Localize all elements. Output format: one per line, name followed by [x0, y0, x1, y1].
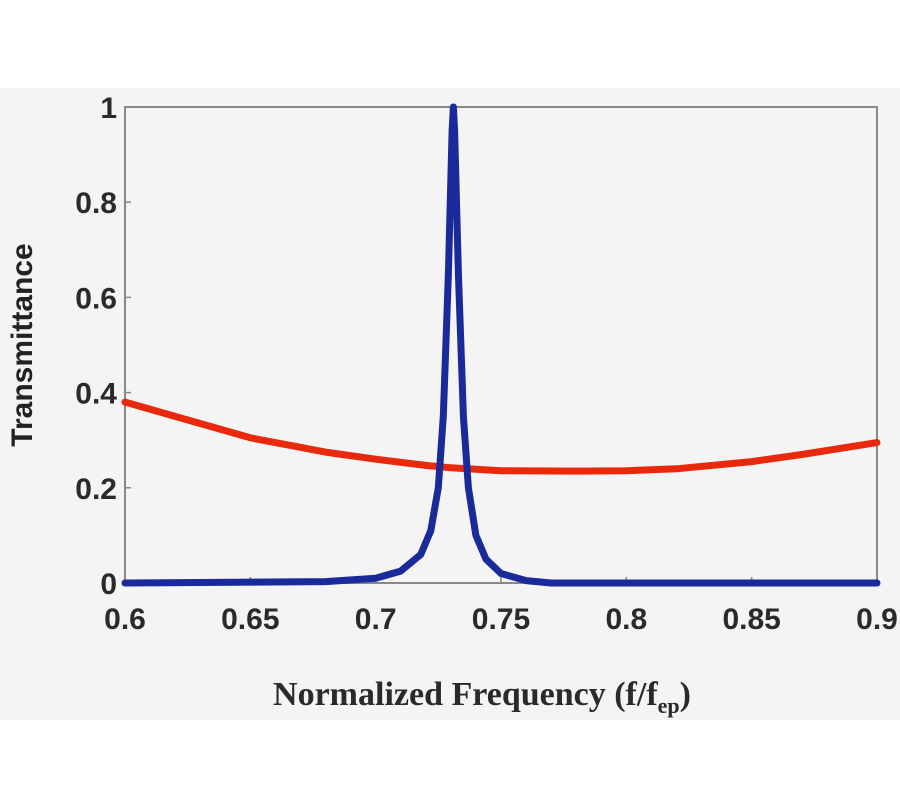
x-tick-label: 0.9	[856, 603, 898, 636]
y-tick-label: 0	[100, 568, 117, 601]
red-curve	[121, 398, 881, 475]
x-tick-label: 0.8	[605, 603, 647, 636]
y-axis-label: Transmittance	[6, 243, 39, 446]
x-tick-label: 0.7	[355, 603, 397, 636]
x-axis-label: Normalized Frequency (f/fep)	[273, 676, 691, 718]
x-tick-label: 0.6	[104, 603, 146, 636]
plot-area	[124, 106, 878, 584]
x-tick-label: 0.75	[472, 603, 530, 636]
y-tick-label: 0.2	[75, 473, 117, 506]
x-tick-label: 0.85	[722, 603, 780, 636]
y-tick-label: 0.4	[75, 378, 117, 411]
y-tick-label: 0.8	[75, 187, 117, 220]
y-tick-label: 1	[100, 92, 117, 125]
x-tick-label: 0.65	[221, 603, 279, 636]
blue-curve	[121, 103, 881, 587]
y-tick-label: 0.6	[75, 282, 117, 315]
